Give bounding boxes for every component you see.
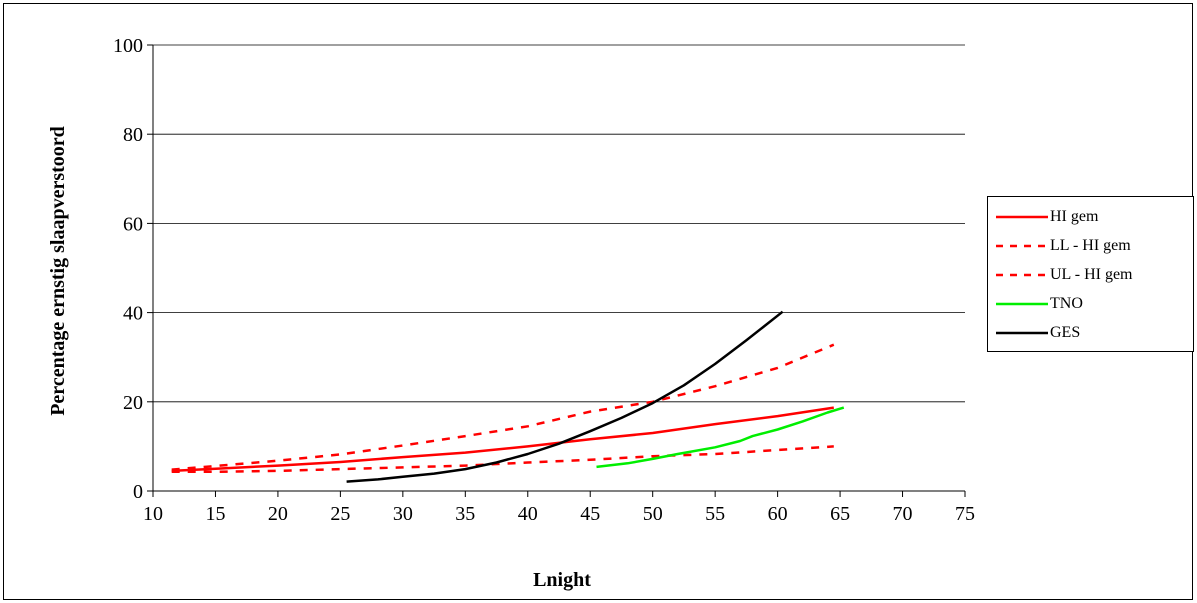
x-tick-label-60: 60 [768,503,788,525]
axes [147,44,966,497]
series-line-3 [596,406,845,469]
x-tick-label-55: 55 [705,503,725,525]
series-lines [171,310,845,483]
legend-swatch-2 [996,273,1048,277]
legend-swatch-3 [996,302,1048,306]
legend-label-0: HI gem [1050,208,1099,225]
y-tick-label-60: 60 [123,213,143,235]
legend-item-1: LL - HI gem [996,236,1131,256]
x-tick-label-65: 65 [830,503,850,525]
x-tick-label-20: 20 [268,503,288,525]
x-tick-label-70: 70 [893,503,913,525]
series-line-4 [346,310,784,483]
gridlines [153,44,965,403]
x-tick-label-10: 10 [143,503,163,525]
series-line-0 [171,406,834,473]
y-tick-label-80: 80 [123,124,143,146]
legend-item-0: HI gem [996,207,1098,227]
legend: HI gem LL - HI gem UL - HI gem TNO GES [987,196,1194,352]
y-tick-label-0: 0 [133,481,143,503]
series-line-1 [171,445,834,474]
legend-swatch-1 [996,244,1048,248]
legend-item-2: UL - HI gem [996,265,1133,285]
legend-label-3: TNO [1050,295,1083,312]
series-line-2 [171,343,835,471]
x-tick-label-50: 50 [643,503,663,525]
x-tick-label-35: 35 [455,503,475,525]
y-tick-label-100: 100 [113,35,143,57]
x-tick-label-75: 75 [955,503,975,525]
legend-label-2: UL - HI gem [1050,266,1133,283]
y-tick-label-20: 20 [123,392,143,414]
chart-frame: 0 20 40 60 80 100 10 15 20 25 30 35 40 45 50 55 60 65 70 75… [3,3,1194,600]
x-tick-label-15: 15 [205,503,225,525]
x-tick-label-45: 45 [580,503,600,525]
legend-swatch-4 [996,331,1048,335]
x-axis-title: Lnight [533,569,591,591]
y-tick-label-40: 40 [123,303,143,325]
legend-swatch-0 [996,215,1048,219]
legend-label-4: GES [1050,324,1081,341]
y-axis-title: Percentage ernstig slaapverstoord [47,126,69,416]
legend-label-1: LL - HI gem [1050,237,1131,254]
tick-labels: 0 20 40 60 80 100 10 15 20 25 30 35 40 45 50 55 60 65 70 75 [113,35,975,525]
legend-item-3: TNO [996,294,1083,314]
x-tick-label-30: 30 [393,503,413,525]
x-tick-label-40: 40 [518,503,538,525]
legend-item-4: GES [996,323,1080,343]
chart-area: 0 20 40 60 80 100 10 15 20 25 30 35 40 45 50 55 60 65 70 75… [47,35,975,591]
x-tick-label-25: 25 [330,503,350,525]
